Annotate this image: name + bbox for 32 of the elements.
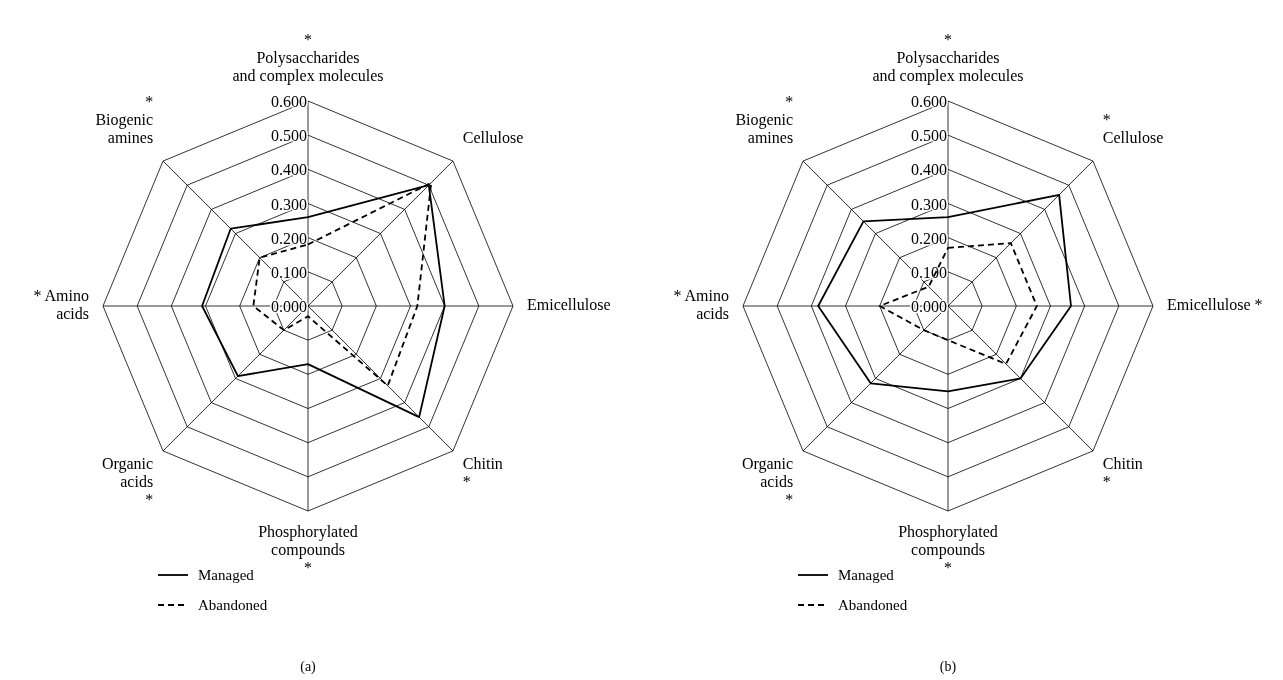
y-tick-label: 0.600 <box>271 93 307 110</box>
spoke-label: Chitin * <box>462 454 503 490</box>
spoke-label: * Amino acids <box>33 287 89 322</box>
legend-label: Abandoned <box>838 597 908 613</box>
text: (b) <box>939 659 957 675</box>
spoke-label: * Biogenic amines <box>95 93 154 147</box>
y-tick-label: 0.400 <box>271 161 307 179</box>
y-tick-label: 0.500 <box>271 127 307 145</box>
y-tick-label: 0.300 <box>271 195 307 213</box>
text: (a) <box>300 659 317 675</box>
y-tick-label: 0.200 <box>911 229 947 247</box>
spoke-label: Emicellulose * <box>1167 296 1263 313</box>
legend-label: Managed <box>198 567 255 583</box>
legend-label: Abandoned <box>198 597 268 613</box>
spoke-label: * Polysaccharides and complex molecules <box>872 31 1024 85</box>
y-tick-label: 0.200 <box>271 229 307 247</box>
spoke-label: Organic acids * <box>741 454 794 508</box>
y-tick-label: 0.400 <box>911 161 947 179</box>
legend-label: Managed <box>838 567 895 583</box>
spoke-label: Phosphorylated compounds * <box>898 523 998 576</box>
spoke-label: * Cellulose <box>1102 111 1164 147</box>
spoke-label: * Biogenic amines <box>735 93 794 147</box>
spoke-label: * Amino acids <box>673 287 729 322</box>
spoke-label: Organic acids * <box>101 454 154 508</box>
y-tick-label: 0.300 <box>911 195 947 213</box>
spoke-label: Phosphorylated compounds * <box>258 523 358 576</box>
spoke-label: Emicellulose <box>527 296 611 313</box>
y-tick-label: 0.500 <box>911 127 947 145</box>
spoke-label: * Polysaccharides and complex molecules <box>232 31 384 85</box>
spoke-label: Chitin * <box>1102 454 1143 490</box>
spoke-label: Cellulose <box>462 129 524 147</box>
y-tick-label: 0.600 <box>911 93 947 110</box>
